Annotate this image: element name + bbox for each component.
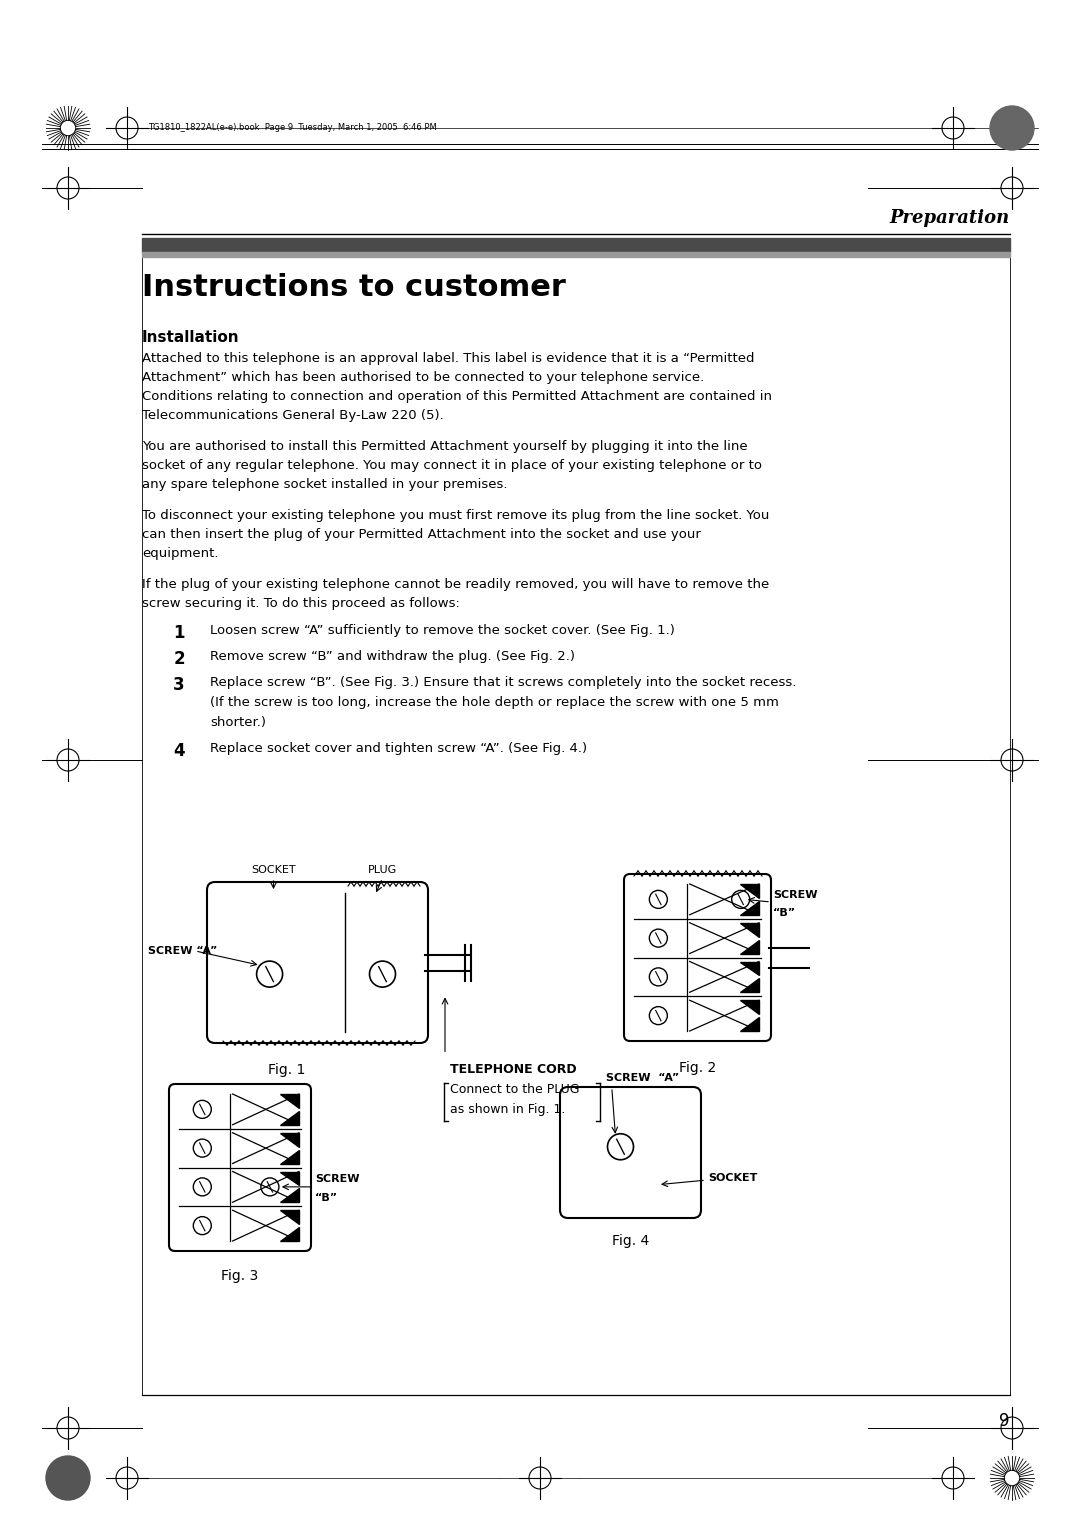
- Circle shape: [990, 105, 1034, 150]
- Polygon shape: [281, 1094, 299, 1108]
- Text: You are authorised to install this Permitted Attachment yourself by plugging it : You are authorised to install this Permi…: [141, 440, 747, 452]
- Text: Fig. 3: Fig. 3: [221, 1268, 258, 1284]
- Text: Loosen screw “A” sufficiently to remove the socket cover. (See Fig. 1.): Loosen screw “A” sufficiently to remove …: [210, 623, 675, 637]
- Text: 2: 2: [174, 649, 185, 668]
- Text: Remove screw “B” and withdraw the plug. (See Fig. 2.): Remove screw “B” and withdraw the plug. …: [210, 649, 575, 663]
- Text: “B”: “B”: [773, 908, 796, 918]
- Polygon shape: [740, 1001, 759, 1015]
- Text: Conditions relating to connection and operation of this Permitted Attachment are: Conditions relating to connection and op…: [141, 390, 772, 403]
- Text: Telecommunications General By-Law 220 (5).: Telecommunications General By-Law 220 (5…: [141, 410, 444, 422]
- Text: Installation: Installation: [141, 330, 240, 345]
- Text: as shown in Fig. 1.: as shown in Fig. 1.: [450, 1103, 565, 1115]
- Text: Fig. 1: Fig. 1: [268, 1063, 306, 1077]
- Polygon shape: [740, 940, 759, 953]
- Text: Connect to the PLUG: Connect to the PLUG: [450, 1083, 580, 1096]
- Text: Instructions to customer: Instructions to customer: [141, 274, 566, 303]
- Text: shorter.): shorter.): [210, 717, 266, 729]
- Polygon shape: [740, 1018, 759, 1031]
- Circle shape: [46, 1456, 90, 1500]
- Polygon shape: [740, 885, 759, 898]
- Polygon shape: [740, 923, 759, 937]
- Text: any spare telephone socket installed in your premises.: any spare telephone socket installed in …: [141, 478, 508, 490]
- Polygon shape: [740, 902, 759, 915]
- Text: SCREW: SCREW: [773, 889, 818, 900]
- Bar: [141, 238, 1010, 252]
- Text: 9: 9: [999, 1412, 1010, 1430]
- Text: SOCKET: SOCKET: [252, 865, 296, 876]
- Polygon shape: [740, 978, 759, 992]
- Polygon shape: [281, 1189, 299, 1203]
- Text: “B”: “B”: [315, 1193, 338, 1203]
- Text: equipment.: equipment.: [141, 547, 218, 559]
- Text: 1: 1: [174, 623, 185, 642]
- Text: can then insert the plug of your Permitted Attachment into the socket and use yo: can then insert the plug of your Permitt…: [141, 529, 701, 541]
- Polygon shape: [281, 1210, 299, 1224]
- Text: PLUG: PLUG: [368, 865, 397, 876]
- Text: SCREW  “A”: SCREW “A”: [606, 1073, 678, 1083]
- Text: Preparation: Preparation: [890, 209, 1010, 228]
- Polygon shape: [281, 1111, 299, 1125]
- Text: Attached to this telephone is an approval label. This label is evidence that it : Attached to this telephone is an approva…: [141, 351, 755, 365]
- Text: TG1810_1822AL(e-e).book  Page 9  Tuesday, March 1, 2005  6:46 PM: TG1810_1822AL(e-e).book Page 9 Tuesday, …: [148, 124, 436, 133]
- Text: SCREW “A”: SCREW “A”: [148, 946, 217, 957]
- Text: SOCKET: SOCKET: [708, 1174, 757, 1183]
- Text: To disconnect your existing telephone you must first remove its plug from the li: To disconnect your existing telephone yo…: [141, 509, 769, 523]
- Polygon shape: [281, 1149, 299, 1163]
- Text: Fig. 2: Fig. 2: [679, 1060, 716, 1076]
- Polygon shape: [281, 1227, 299, 1241]
- Text: Fig. 4: Fig. 4: [612, 1235, 649, 1248]
- Text: (If the screw is too long, increase the hole depth or replace the screw with one: (If the screw is too long, increase the …: [210, 695, 779, 709]
- Text: Replace socket cover and tighten screw “A”. (See Fig. 4.): Replace socket cover and tighten screw “…: [210, 743, 588, 755]
- Text: Attachment” which has been authorised to be connected to your telephone service.: Attachment” which has been authorised to…: [141, 371, 704, 384]
- Bar: [141, 252, 1010, 257]
- Text: screw securing it. To do this proceed as follows:: screw securing it. To do this proceed as…: [141, 597, 460, 610]
- Text: If the plug of your existing telephone cannot be readily removed, you will have : If the plug of your existing telephone c…: [141, 578, 769, 591]
- Text: 4: 4: [174, 743, 185, 759]
- Polygon shape: [281, 1132, 299, 1146]
- Polygon shape: [740, 961, 759, 975]
- Text: socket of any regular telephone. You may connect it in place of your existing te: socket of any regular telephone. You may…: [141, 458, 762, 472]
- Text: 3: 3: [174, 675, 185, 694]
- Text: TELEPHONE CORD: TELEPHONE CORD: [450, 1063, 577, 1076]
- Text: Replace screw “B”. (See Fig. 3.) Ensure that it screws completely into the socke: Replace screw “B”. (See Fig. 3.) Ensure …: [210, 675, 796, 689]
- Polygon shape: [281, 1172, 299, 1186]
- Text: SCREW: SCREW: [315, 1174, 360, 1184]
